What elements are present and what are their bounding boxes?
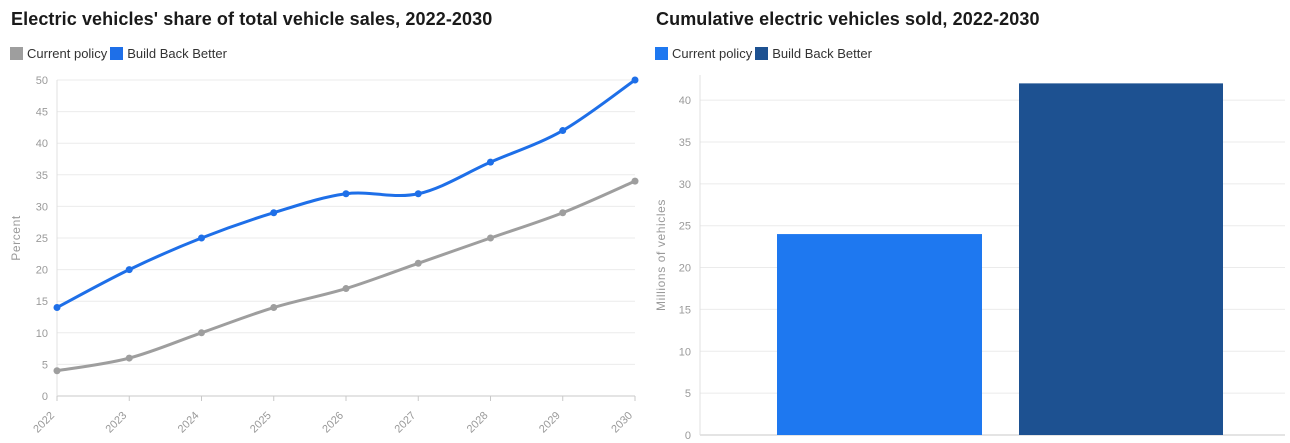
x-tick-label: 2029 bbox=[537, 410, 563, 436]
y-tick-label: 30 bbox=[679, 179, 691, 191]
y-tick-label: 0 bbox=[685, 430, 691, 442]
bar-chart-card: Cumulative electric vehicles sold, 2022-… bbox=[645, 0, 1290, 443]
data-point-build-back-better bbox=[559, 127, 567, 135]
y-tick-label: 5 bbox=[42, 359, 48, 371]
x-tick-label: 2030 bbox=[609, 410, 635, 436]
data-point-current-policy bbox=[270, 304, 278, 312]
y-tick-label: 15 bbox=[679, 304, 691, 316]
y-tick-label: 25 bbox=[36, 233, 48, 245]
data-point-build-back-better bbox=[125, 266, 133, 274]
line-chart-legend: Current policy Build Back Better bbox=[10, 46, 230, 61]
line-chart-title: Electric vehicles' share of total vehicl… bbox=[11, 9, 493, 29]
y-axis-title: Percent bbox=[9, 215, 23, 261]
bar-chart-title: Cumulative electric vehicles sold, 2022-… bbox=[656, 9, 1040, 29]
data-point-current-policy bbox=[414, 259, 422, 267]
y-tick-label: 50 bbox=[36, 75, 48, 87]
legend-swatch-icon bbox=[10, 47, 23, 60]
legend-item-current-policy: Current policy bbox=[655, 46, 752, 61]
x-tick-label: 2024 bbox=[176, 410, 202, 436]
x-tick-label: 2027 bbox=[393, 410, 419, 436]
data-point-build-back-better bbox=[53, 304, 61, 312]
data-point-build-back-better bbox=[414, 190, 422, 198]
y-tick-label: 10 bbox=[36, 328, 48, 340]
data-point-build-back-better bbox=[270, 209, 278, 217]
legend-item-build-back-better: Build Back Better bbox=[110, 46, 227, 61]
data-point-build-back-better bbox=[198, 234, 205, 242]
y-tick-label: 30 bbox=[36, 201, 48, 213]
y-tick-label: 40 bbox=[679, 95, 691, 107]
x-tick-label: 2028 bbox=[465, 410, 491, 436]
legend-label: Current policy bbox=[672, 46, 753, 61]
legend-swatch-icon bbox=[755, 47, 769, 60]
y-tick-label: 10 bbox=[679, 346, 691, 358]
line-chart-card: Electric vehicles' share of total vehicl… bbox=[9, 9, 639, 436]
x-tick-label: 2025 bbox=[248, 410, 274, 436]
bar-build-back-better bbox=[1019, 83, 1223, 435]
x-tick-label: 2022 bbox=[31, 410, 57, 436]
legend-item-build-back-better: Build Back Better bbox=[755, 46, 872, 61]
data-point-current-policy bbox=[342, 285, 350, 293]
data-point-current-policy bbox=[125, 354, 133, 362]
legend-swatch-icon bbox=[110, 47, 124, 60]
data-point-current-policy bbox=[487, 234, 494, 242]
data-point-current-policy bbox=[631, 177, 639, 185]
y-tick-label: 15 bbox=[36, 296, 48, 308]
legend-label: Build Back Better bbox=[772, 46, 872, 61]
y-tick-label: 40 bbox=[36, 138, 48, 150]
data-point-current-policy bbox=[198, 329, 205, 337]
y-axis-title: Millions of vehicles bbox=[654, 199, 668, 311]
y-tick-label: 20 bbox=[36, 265, 48, 277]
data-point-build-back-better bbox=[487, 158, 494, 166]
legend-swatch-icon bbox=[655, 47, 668, 60]
bar-chart-plot: 0 5 10 15 20 25 30 35 40 Millions of vehicles bbox=[654, 75, 1285, 442]
y-tick-label: 0 bbox=[42, 391, 48, 403]
data-point-current-policy bbox=[53, 367, 61, 375]
data-point-build-back-better bbox=[631, 76, 639, 84]
series-line-current-policy bbox=[55, 179, 637, 373]
bar-chart-legend: Current policy Build Back Better bbox=[655, 46, 875, 61]
bar-current-policy bbox=[777, 234, 982, 435]
y-tick-label: 25 bbox=[679, 221, 691, 233]
legend-label: Current policy bbox=[27, 46, 108, 61]
data-point-current-policy bbox=[559, 209, 567, 217]
data-point-build-back-better bbox=[342, 190, 350, 198]
legend-label: Build Back Better bbox=[127, 46, 227, 61]
legend-item-current-policy: Current policy bbox=[10, 46, 107, 61]
y-tick-label: 45 bbox=[36, 107, 48, 119]
y-tick-label: 20 bbox=[679, 263, 691, 275]
x-tick-label: 2026 bbox=[320, 410, 346, 436]
y-tick-label: 5 bbox=[685, 388, 691, 400]
y-tick-label: 35 bbox=[679, 137, 691, 149]
x-tick-label: 2023 bbox=[104, 410, 130, 436]
y-tick-label: 35 bbox=[36, 170, 48, 182]
